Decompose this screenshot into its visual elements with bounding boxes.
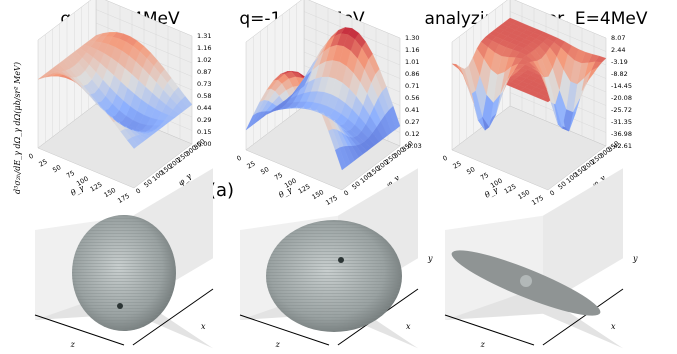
z-tick-label: 0.87 <box>197 68 211 76</box>
z-tick-label: 1.01 <box>405 58 419 66</box>
surface-panel-2: 0255075100125150175050100150200250300350… <box>235 0 422 207</box>
axis-letter-y: y <box>427 254 433 263</box>
surface-panel-1: 0255075100125150175050100150200250300350… <box>27 0 211 205</box>
x-tick-label: 75 <box>65 169 76 180</box>
surface-panels: 0255075100125150175050100150200250300350… <box>27 0 632 207</box>
z-tick-label: -20.08 <box>611 94 632 102</box>
surface-mesh <box>451 17 607 132</box>
x-tick-label: 175 <box>116 192 131 205</box>
z-tick-label: 2.44 <box>611 46 625 54</box>
axis-letter-x: x <box>406 322 411 331</box>
z-tick-label: 8.07 <box>611 34 625 42</box>
y-tick-label: 50 <box>556 180 567 191</box>
x-tick-label: 175 <box>530 194 545 207</box>
x-tick-label: 150 <box>517 188 532 201</box>
z-tick-label: 0.12 <box>405 130 419 138</box>
polar-center <box>520 275 532 287</box>
x-tick-label: 50 <box>465 165 476 176</box>
dent-point <box>117 303 123 309</box>
z-axis-label: d³σ₂ₕ/dE_γ dΩ_γ dΩ(μb/sr² MeV) <box>13 62 22 194</box>
x-tick-label: 25 <box>452 160 463 171</box>
polar-panel-2: z x y <box>239 168 433 349</box>
axis-letter-z: z <box>275 340 281 349</box>
polar-panel-1: zx <box>34 168 214 349</box>
z-tick-label: 0.86 <box>405 70 419 78</box>
y-tick-label: 0 <box>134 187 142 196</box>
floor-pane <box>245 105 401 191</box>
y-tick-label: 0 <box>342 189 350 198</box>
z-tick-label: 0.58 <box>197 92 211 100</box>
z-axis-line <box>34 314 125 346</box>
polar-surface-stripes <box>266 220 402 332</box>
x-axis-line <box>542 288 624 346</box>
axis-letter-y: y <box>632 254 638 263</box>
z-tick-label: 1.16 <box>405 46 419 54</box>
z-tick-label: 1.02 <box>197 56 211 64</box>
z-tick-label: -31.35 <box>611 118 632 126</box>
x-tick-label: 150 <box>103 186 118 199</box>
pole-point <box>338 257 344 263</box>
surface-mesh <box>37 31 193 149</box>
x-tick-label: 50 <box>259 165 270 176</box>
x-tick-label: 175 <box>324 194 339 207</box>
z-tick-label: 0.44 <box>197 104 211 112</box>
z-tick-label: 1.30 <box>405 34 419 42</box>
z-tick-label: 0.27 <box>405 118 419 126</box>
x-tick-label: 125 <box>89 180 104 193</box>
x-tick-label: 25 <box>38 158 49 169</box>
x-tick-label: 0 <box>441 154 449 163</box>
z-tick-label: -3.19 <box>611 58 628 66</box>
surface-panel-3: 0255075100125150175050100150200250300350… <box>441 0 632 207</box>
grid-line <box>95 9 193 50</box>
x-tick-label: 125 <box>297 182 312 195</box>
side-pane <box>542 168 623 306</box>
z-tick-label: -0.03 <box>405 142 422 150</box>
x-tick-label: 0 <box>27 152 35 161</box>
z-axis-line <box>239 314 330 346</box>
x-tick-label: 0 <box>235 154 243 163</box>
z-tick-label: 0.71 <box>405 82 419 90</box>
z-tick-label: 0.29 <box>197 116 211 124</box>
surface-facet <box>451 63 464 75</box>
z-tick-label: 1.31 <box>197 32 211 40</box>
floor-pane <box>37 103 193 189</box>
y-tick-label: 50 <box>350 180 361 191</box>
axis-letter-x: x <box>201 322 206 331</box>
z-tick-label: -25.72 <box>611 106 632 114</box>
x-tick-label: 125 <box>503 182 518 195</box>
x-axis-line <box>132 288 214 346</box>
grid-line <box>509 11 607 52</box>
axis-letter-z: z <box>480 340 486 349</box>
z-tick-label: 0.56 <box>405 94 419 102</box>
polar-panel-3: z x y <box>444 168 638 349</box>
z-axis-line <box>444 314 535 346</box>
z-tick-label: 0.00 <box>197 140 211 148</box>
z-tick-label: 1.16 <box>197 44 211 52</box>
z-tick-label: -36.98 <box>611 130 632 138</box>
z-tick-label: -42.61 <box>611 142 632 150</box>
x-tick-label: 75 <box>479 171 490 182</box>
x-tick-label: 50 <box>51 163 62 174</box>
z-tick-label: 0.41 <box>405 106 419 114</box>
z-tick-label: -8.82 <box>611 70 628 78</box>
z-tick-label: 0.73 <box>197 80 211 88</box>
axis-letter-z: z <box>70 340 76 349</box>
y-tick-label: 0 <box>548 189 556 198</box>
x-tick-label: 75 <box>273 171 284 182</box>
surface-facet <box>37 74 50 80</box>
surface-mesh <box>245 27 401 171</box>
x-tick-label: 150 <box>311 188 326 201</box>
polar-surface-stripes <box>72 215 176 331</box>
grid-line <box>95 22 193 64</box>
panel-label: (a) <box>209 180 234 201</box>
z-tick-label: 0.15 <box>197 128 211 136</box>
z-tick-label: -14.45 <box>611 82 632 90</box>
y-tick-label: 50 <box>142 178 153 189</box>
surface-facet <box>245 112 258 131</box>
x-tick-label: 25 <box>246 160 257 171</box>
axis-letter-x: x <box>611 322 616 331</box>
